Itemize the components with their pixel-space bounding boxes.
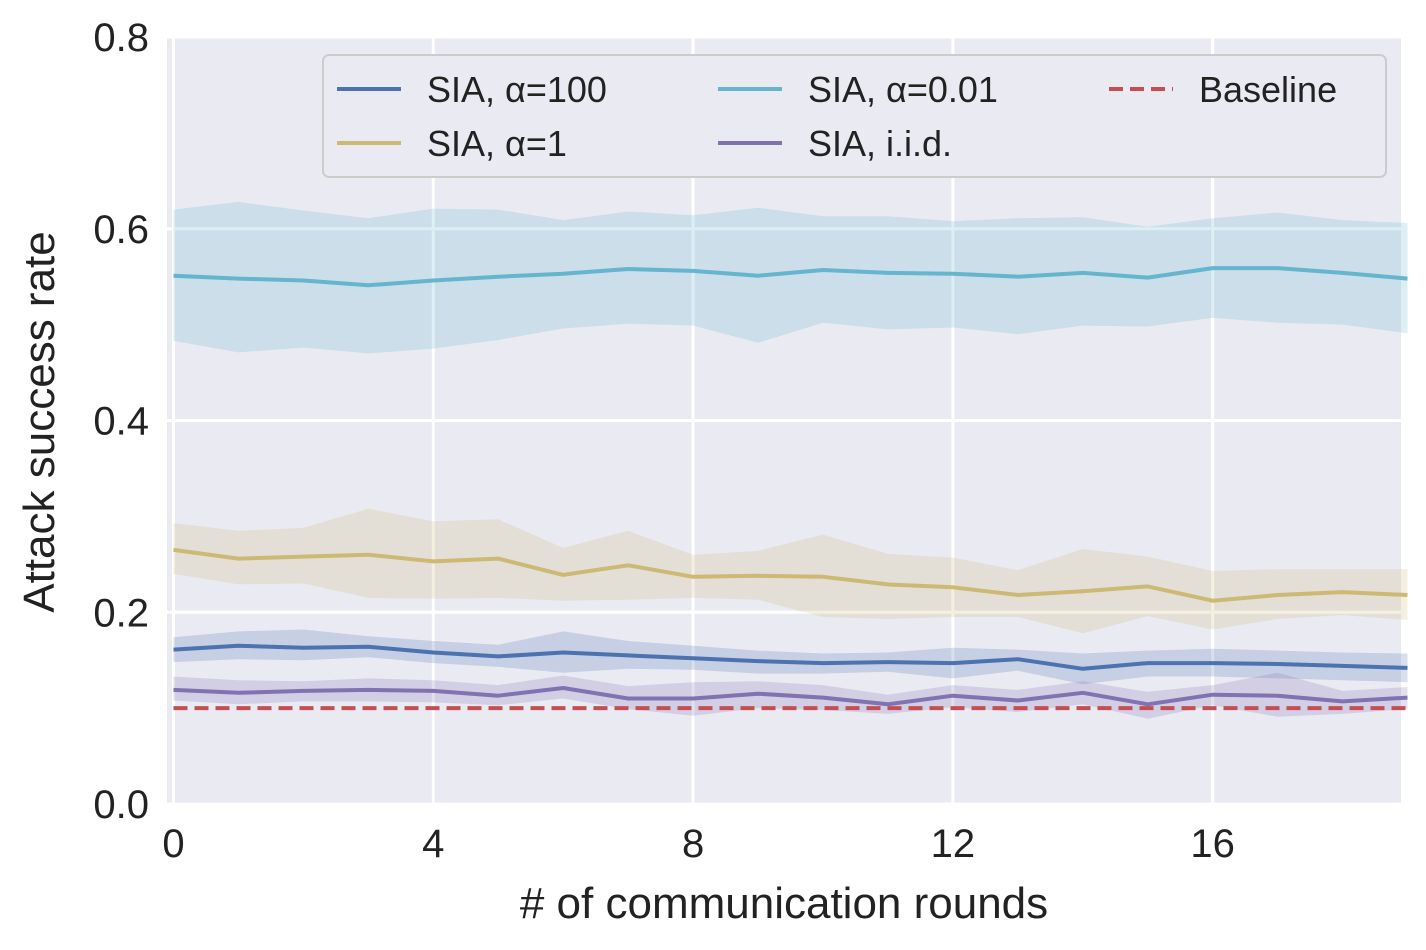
y-tick-label: 0.8 (93, 16, 149, 60)
series-lines (173, 266, 1408, 711)
legend-box (322, 54, 1387, 178)
x-tick-label: 12 (931, 822, 976, 866)
series-line-sia-0-01 (173, 266, 1408, 288)
y-tick-label: 0.4 (93, 400, 149, 444)
series-line-sia-100 (173, 643, 1408, 671)
x-tick-label: 4 (422, 822, 444, 866)
y-tick-label: 0.0 (93, 783, 149, 827)
band-sia-0-01 (173, 201, 1408, 354)
band-sia-1 (173, 508, 1408, 634)
legend: SIA, α=100 SIA, α=0.01 Baseline SIA, α=1 SIA… (322, 54, 1387, 178)
legend-label-sia-i-i-d: SIA, i.i.d. (808, 123, 952, 164)
x-tick-label: 8 (682, 822, 704, 866)
legend-label-sia-1: SIA, α=1 (427, 123, 567, 164)
legend-label-sia-100: SIA, α=100 (427, 69, 607, 110)
y-tick-label: 0.6 (93, 208, 149, 252)
y-axis-label: Attack success rate (15, 231, 64, 612)
x-axis-label: # of communication rounds (520, 879, 1048, 928)
series-line-sia-1 (173, 547, 1408, 603)
y-tick-labels: 0.0 0.2 0.4 0.6 0.8 (93, 16, 149, 827)
band-sia-100 (173, 629, 1408, 685)
x-tick-label: 0 (162, 822, 184, 866)
legend-label-baseline: Baseline (1199, 69, 1337, 110)
x-tick-label: 16 (1190, 822, 1235, 866)
x-tick-labels: 0 4 8 12 16 (162, 822, 1235, 866)
series-line-sia-i-i-d (173, 686, 1408, 707)
legend-label-sia-0-01: SIA, α=0.01 (808, 69, 998, 110)
y-tick-label: 0.2 (93, 591, 149, 635)
